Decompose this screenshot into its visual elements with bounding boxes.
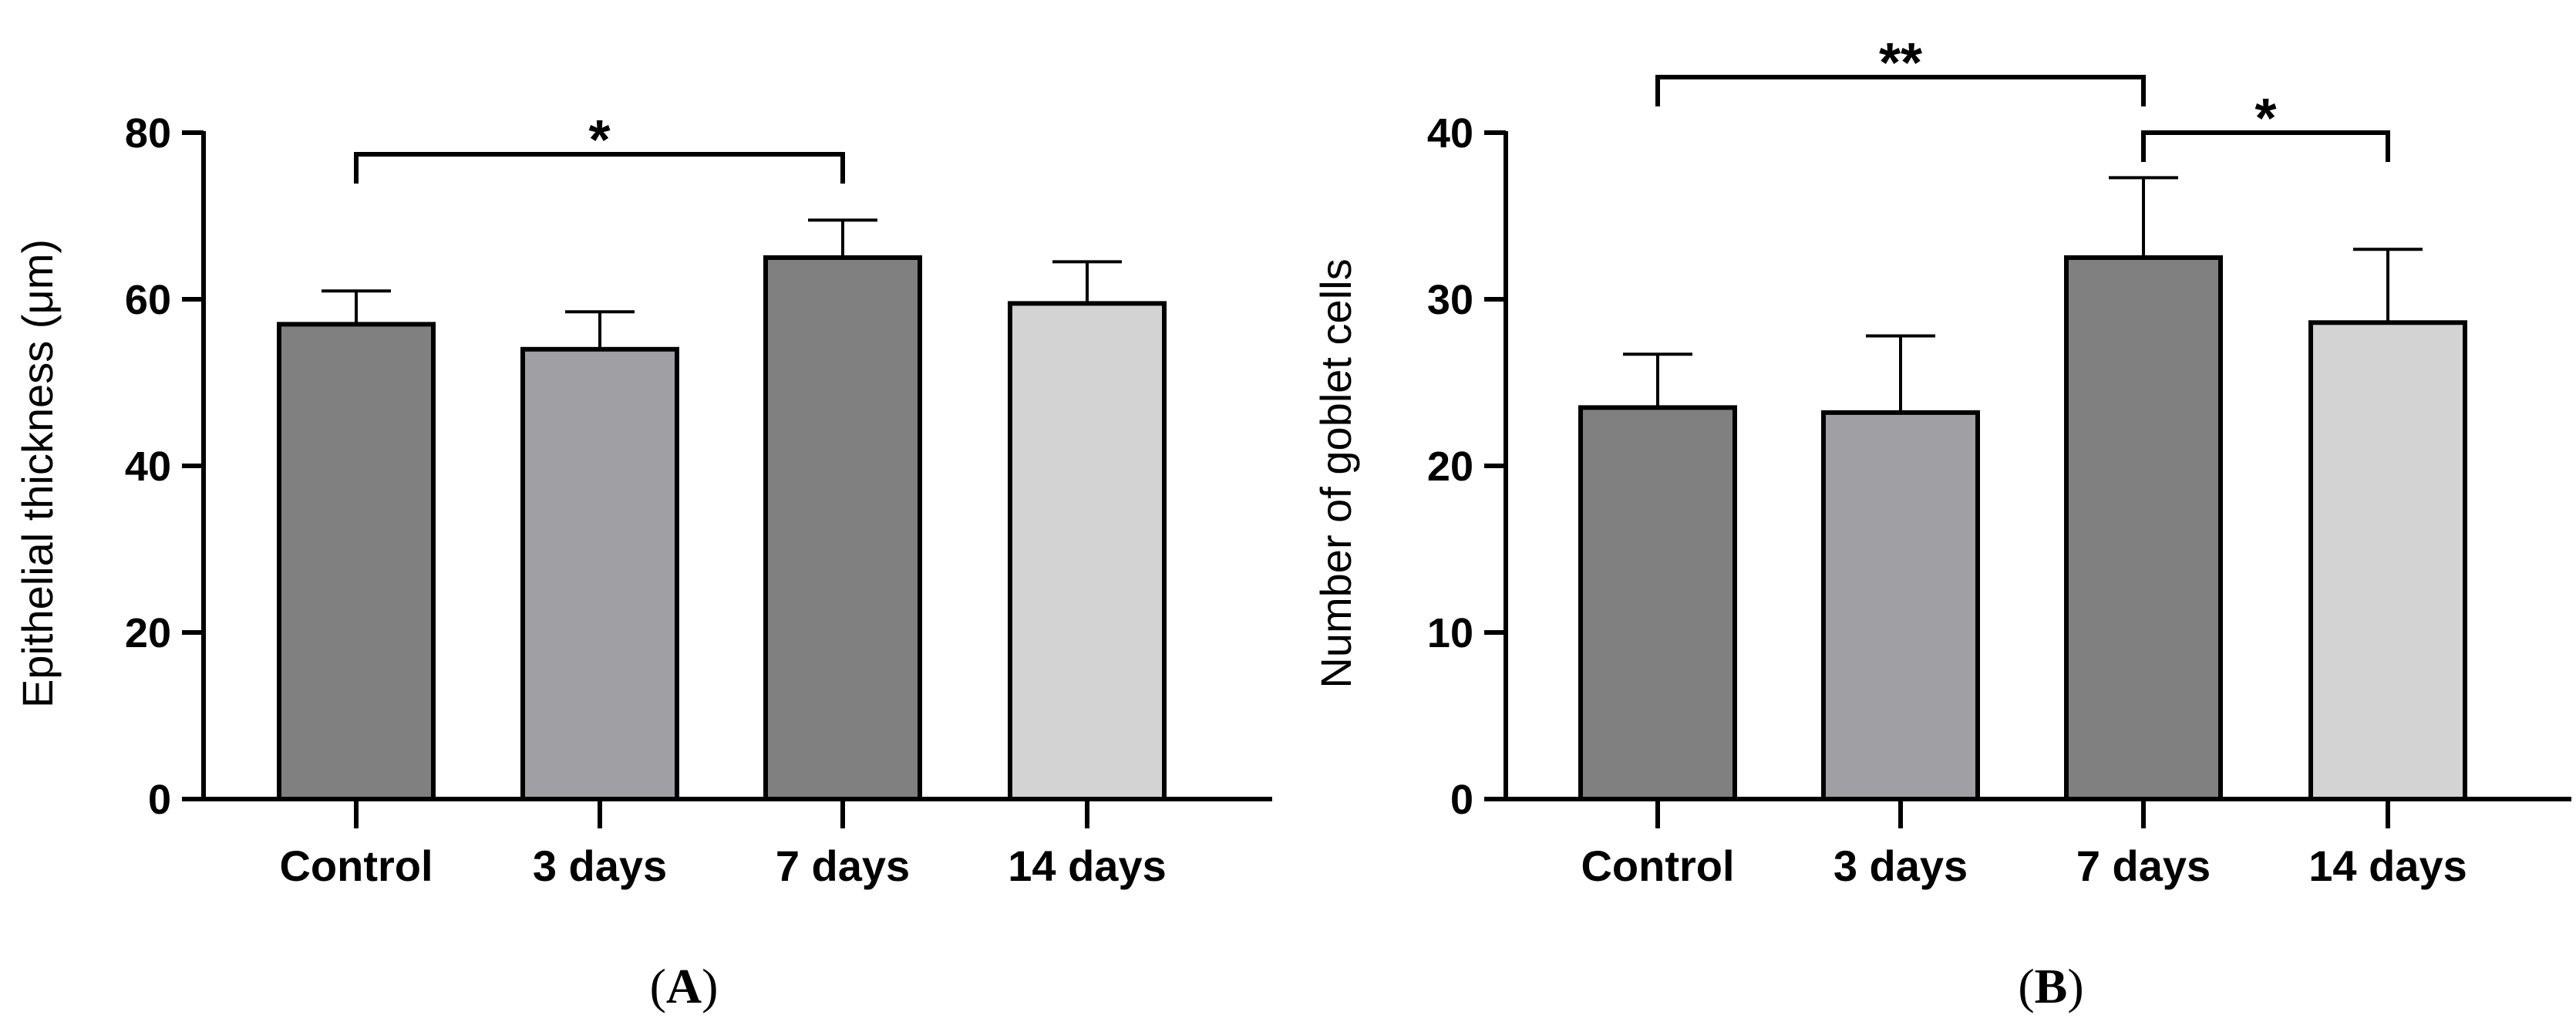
y-tick-label: 80	[125, 110, 171, 157]
bar-14-days	[1008, 301, 1167, 801]
x-category-label: Control	[279, 841, 433, 890]
x-category-label: 3 days	[1834, 841, 1968, 890]
panel-a-label: (A)	[650, 959, 719, 1013]
significance-label: *	[588, 110, 610, 171]
y-tick-label: 60	[125, 277, 171, 323]
significance-bracket	[354, 152, 845, 184]
y-tick-label: 20	[1427, 443, 1473, 490]
significance-bracket	[2141, 130, 2390, 162]
y-tick-label: 0	[148, 777, 171, 823]
panel-b-label: (B)	[2018, 959, 2083, 1013]
bar-3-days	[1821, 410, 1980, 801]
significance-label: *	[2254, 88, 2276, 150]
x-category-label: Control	[1581, 841, 1734, 890]
x-category-label: 7 days	[2076, 841, 2211, 890]
significance-label: **	[1879, 32, 1922, 94]
bar-control	[1578, 405, 1737, 802]
x-category-label: 3 days	[533, 841, 667, 890]
significance-bracket	[1655, 75, 2146, 106]
y-tick-label: 30	[1427, 277, 1473, 323]
y-tick-label: 0	[1450, 777, 1473, 823]
bar-3-days	[520, 346, 679, 801]
x-category-label: 7 days	[776, 841, 910, 890]
y-tick-label: 20	[125, 610, 171, 656]
y-axis-title: Number of goblet cells	[1312, 258, 1360, 688]
x-category-label: 14 days	[1008, 841, 1167, 890]
x-category-label: 14 days	[2308, 841, 2467, 890]
panel-a-chart: 0 20 40 60 80 Control 3 days 7 days 14 days Epith…	[13, 110, 1272, 890]
panel-b-chart: 0 10 20 30 40 Control 3 days 7 days 14 days Numbe…	[1312, 32, 2571, 890]
y-tick-label: 10	[1427, 610, 1473, 656]
bar-7-days	[763, 255, 922, 801]
bar-7-days	[2064, 255, 2223, 801]
bar-14-days	[2308, 320, 2467, 801]
bar-control	[277, 322, 436, 801]
y-axis-title: Epithelial thickness (μm)	[13, 239, 62, 708]
y-tick-label: 40	[1427, 110, 1473, 157]
y-tick-label: 40	[125, 443, 171, 490]
